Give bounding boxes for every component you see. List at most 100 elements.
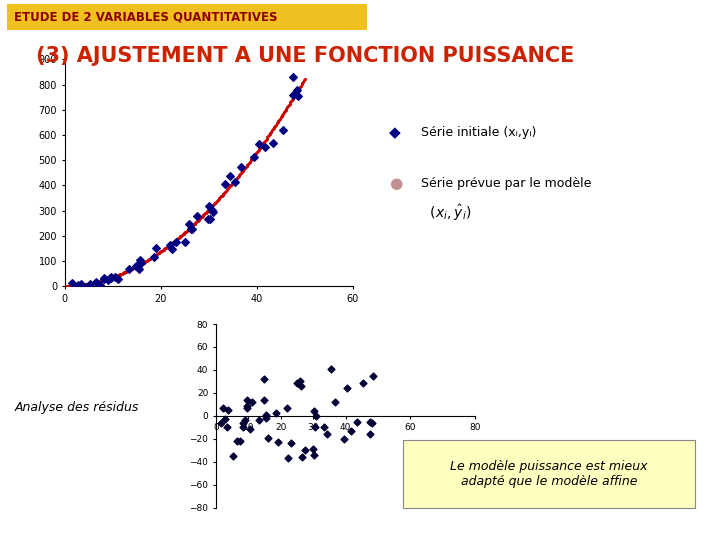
Text: ETUDE DE 2 VARIABLES QUANTITATIVES: ETUDE DE 2 VARIABLES QUANTITATIVES <box>14 10 278 23</box>
Point <box>262 434 274 443</box>
Point <box>291 85 302 94</box>
Point <box>346 427 357 435</box>
Point <box>253 140 265 149</box>
Point <box>235 163 247 171</box>
Point <box>237 422 248 431</box>
Point <box>258 375 270 383</box>
Point <box>329 397 341 406</box>
Point <box>341 383 353 392</box>
Point <box>231 437 243 445</box>
Point <box>109 273 120 281</box>
Point <box>66 278 78 287</box>
Point <box>73 281 84 289</box>
Point <box>292 92 303 100</box>
Text: Série initiale (xᵢ,yᵢ): Série initiale (xᵢ,yᵢ) <box>421 126 536 139</box>
Point <box>204 215 216 224</box>
Point <box>300 446 311 455</box>
Point <box>367 372 379 380</box>
Point <box>325 364 337 373</box>
Point <box>230 177 241 186</box>
Point <box>253 415 265 424</box>
Point <box>322 430 333 438</box>
Text: ●: ● <box>389 176 402 191</box>
Point <box>219 180 230 188</box>
Point <box>351 418 362 427</box>
Point <box>310 411 322 420</box>
Point <box>244 424 256 433</box>
Point <box>224 172 235 180</box>
Point <box>166 245 178 253</box>
Text: ◆: ◆ <box>389 125 400 140</box>
Text: Le modèle puissance est mieux
adapté que le modèle affine: Le modèle puissance est mieux adapté que… <box>450 460 648 488</box>
Point <box>295 382 307 390</box>
Point <box>184 220 195 228</box>
Point <box>258 396 270 404</box>
Point <box>164 241 176 249</box>
Point <box>338 434 349 443</box>
Point <box>85 279 96 288</box>
Point <box>104 274 116 283</box>
Point <box>285 438 297 447</box>
Point <box>296 453 307 462</box>
Point <box>261 411 272 420</box>
Point <box>202 214 214 223</box>
Point <box>272 437 284 446</box>
Point <box>134 256 145 265</box>
Point <box>99 274 110 283</box>
Point <box>287 72 299 81</box>
Point <box>150 244 162 252</box>
Point <box>170 238 181 246</box>
Point <box>294 377 306 386</box>
Point <box>234 436 246 445</box>
Point <box>261 414 272 422</box>
Text: $(x_i,\hat{y}_i)$: $(x_i,\hat{y}_i)$ <box>421 203 472 224</box>
Point <box>76 280 87 288</box>
Point <box>241 402 253 411</box>
Point <box>220 415 231 424</box>
Point <box>135 259 147 268</box>
Point <box>239 416 251 425</box>
Point <box>364 417 376 426</box>
Point <box>308 450 320 459</box>
Point <box>179 238 191 246</box>
Point <box>94 281 106 289</box>
Point <box>207 208 218 217</box>
Point <box>185 225 197 233</box>
Point <box>241 396 253 404</box>
Point <box>105 273 117 281</box>
Point <box>206 206 217 214</box>
Point <box>318 423 330 431</box>
Point <box>102 276 114 285</box>
Point <box>131 261 143 270</box>
Point <box>112 275 123 284</box>
Point <box>130 262 142 271</box>
Text: (3) AJUSTEMENT A UNE FONCTION PUISSANCE: (3) AJUSTEMENT A UNE FONCTION PUISSANCE <box>36 46 575 66</box>
Point <box>281 403 292 412</box>
Point <box>105 274 117 283</box>
Point <box>308 406 320 415</box>
Point <box>148 253 160 261</box>
Point <box>217 404 229 413</box>
Point <box>77 282 89 291</box>
Point <box>134 265 145 274</box>
Point <box>99 273 110 282</box>
Point <box>307 445 318 454</box>
Point <box>282 454 294 463</box>
Point <box>241 403 253 412</box>
Point <box>222 406 234 415</box>
Text: Analyse des résidus: Analyse des résidus <box>14 401 139 414</box>
Point <box>192 212 203 221</box>
Point <box>91 278 102 287</box>
Point <box>123 265 135 273</box>
Point <box>221 423 233 431</box>
Point <box>292 379 303 387</box>
Point <box>358 379 369 388</box>
Point <box>215 418 227 427</box>
Point <box>228 452 239 461</box>
Point <box>70 282 81 291</box>
Point <box>186 225 198 234</box>
Point <box>277 125 289 134</box>
Text: Série prévue par le modèle: Série prévue par le modèle <box>421 177 592 190</box>
Point <box>364 429 376 438</box>
Point <box>287 91 298 99</box>
